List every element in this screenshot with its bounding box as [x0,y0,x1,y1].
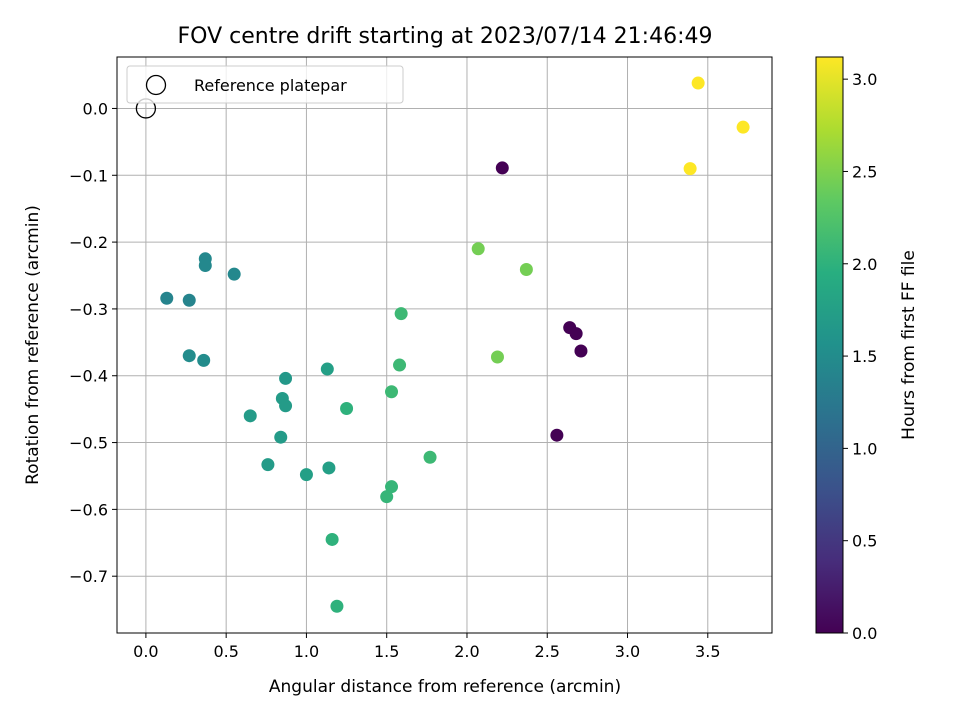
colorbar-ticks: 0.0 0.5 1.0 1.5 2.0 2.5 3.0 [843,70,877,643]
x-axis-ticks: 0.0 0.5 1.0 1.5 2.0 2.5 3.0 3.5 [133,633,721,661]
colorbar-tick-label: 2.5 [852,162,877,181]
scatter-point [274,430,288,444]
scatter-point [227,267,241,281]
scatter-point [279,371,293,385]
scatter-point [182,349,196,363]
x-tick-label: 0.5 [213,642,238,661]
y-axis-ticks: 0.0 −0.1 −0.2 −0.3 −0.4 −0.5 −0.6 −0.7 [69,99,117,586]
y-tick-label: −0.6 [69,500,108,519]
x-axis-label: Angular distance from reference (arcmin) [269,677,621,697]
colorbar-tick-label: 1.5 [852,347,877,366]
plot-area [117,57,772,633]
scatter-point [279,399,293,413]
scatter-point [340,401,354,415]
scatter-point [574,344,588,358]
scatter-point [423,450,437,464]
scatter-point [243,409,257,423]
scatter-point [490,350,504,364]
grid-lines [117,57,772,633]
plot-frame [116,56,773,634]
scatter-point [393,358,407,372]
scatter-point [182,293,196,307]
x-tick-label: 1.0 [294,642,319,661]
scatter-point [471,242,485,256]
y-tick-label: −0.7 [69,567,108,586]
scatter-point [519,262,533,276]
scatter-point [197,353,211,367]
y-tick-label: −0.3 [69,300,108,319]
y-tick-label: −0.5 [69,434,108,453]
y-axis-label: Rotation from reference (arcmin) [23,205,43,485]
scatter-point [380,490,394,504]
scatter-point [550,428,564,442]
colorbar-gradient [815,56,844,634]
scatter-point [691,76,705,90]
legend-box [126,65,404,104]
scatter-point [569,327,583,341]
x-tick-label: 1.5 [374,642,399,661]
scatter-point [683,162,697,176]
scatter-point [299,468,313,482]
colorbar-label: Hours from first FF file [899,250,919,440]
y-tick-label: −0.4 [69,367,108,386]
colorbar: 0.0 0.5 1.0 1.5 2.0 2.5 3.0 Hours from first F… [815,56,919,643]
scatter-point [330,599,344,613]
x-tick-label: 2.5 [535,642,560,661]
x-tick-label: 2.0 [454,642,479,661]
scatter-point [320,362,334,376]
scatter-point [325,532,339,546]
scatter-point [322,461,336,475]
scatter-point [261,458,275,472]
y-tick-label: −0.1 [69,166,108,185]
scatter-point [198,258,212,272]
chart-title: FOV centre drift starting at 2023/07/14 … [178,24,713,49]
x-tick-label: 3.5 [695,642,720,661]
colorbar-tick-label: 0.5 [852,532,877,551]
legend: Reference platepar [126,65,404,104]
y-tick-label: −0.2 [69,233,108,252]
y-tick-label: 0.0 [83,99,108,118]
legend-entry-reference: Reference platepar [194,76,347,95]
scatter-points [135,76,750,613]
x-tick-label: 3.0 [615,642,640,661]
colorbar-tick-label: 2.0 [852,255,877,274]
colorbar-tick-label: 3.0 [852,70,877,89]
scatter-point [495,161,509,175]
scatter-point [385,385,399,399]
scatter-point [736,120,750,134]
x-tick-label: 0.0 [133,642,158,661]
legend-marker-reference [145,74,167,96]
scatter-point [160,291,174,305]
scatter-point [394,307,408,321]
colorbar-tick-label: 1.0 [852,439,877,458]
colorbar-tick-label: 0.0 [852,624,877,643]
scatter-point [385,480,399,494]
